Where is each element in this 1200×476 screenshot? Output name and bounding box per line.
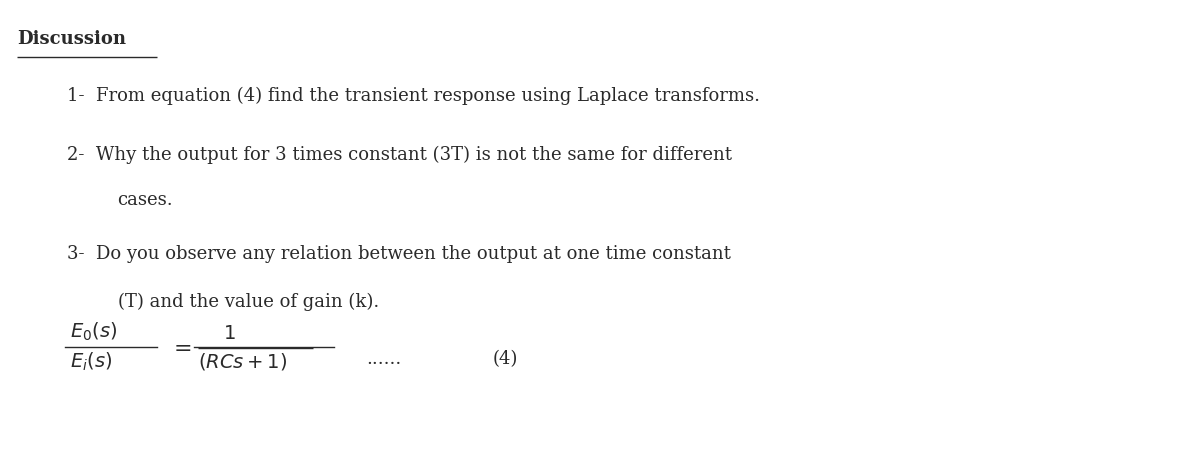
Text: 3-  Do you observe any relation between the output at one time constant: 3- Do you observe any relation between t… xyxy=(67,245,731,263)
Text: $E_0(s)$: $E_0(s)$ xyxy=(70,321,116,343)
Text: 1-  From equation (4) find the transient response using Laplace transforms.: 1- From equation (4) find the transient … xyxy=(67,87,761,105)
Text: $E_i(s)$: $E_i(s)$ xyxy=(70,351,112,373)
Text: $(RCs+1)$: $(RCs+1)$ xyxy=(198,351,287,372)
Text: cases.: cases. xyxy=(118,191,173,208)
Text: (T) and the value of gain (k).: (T) and the value of gain (k). xyxy=(118,292,379,311)
Text: $=$: $=$ xyxy=(169,336,192,358)
Text: Discussion: Discussion xyxy=(17,30,126,48)
Text: ......: ...... xyxy=(366,350,402,367)
Text: (4): (4) xyxy=(492,350,517,367)
Text: 2-  Why the output for 3 times constant (3T) is not the same for different: 2- Why the output for 3 times constant (… xyxy=(67,146,732,164)
Text: $1$: $1$ xyxy=(223,325,235,343)
